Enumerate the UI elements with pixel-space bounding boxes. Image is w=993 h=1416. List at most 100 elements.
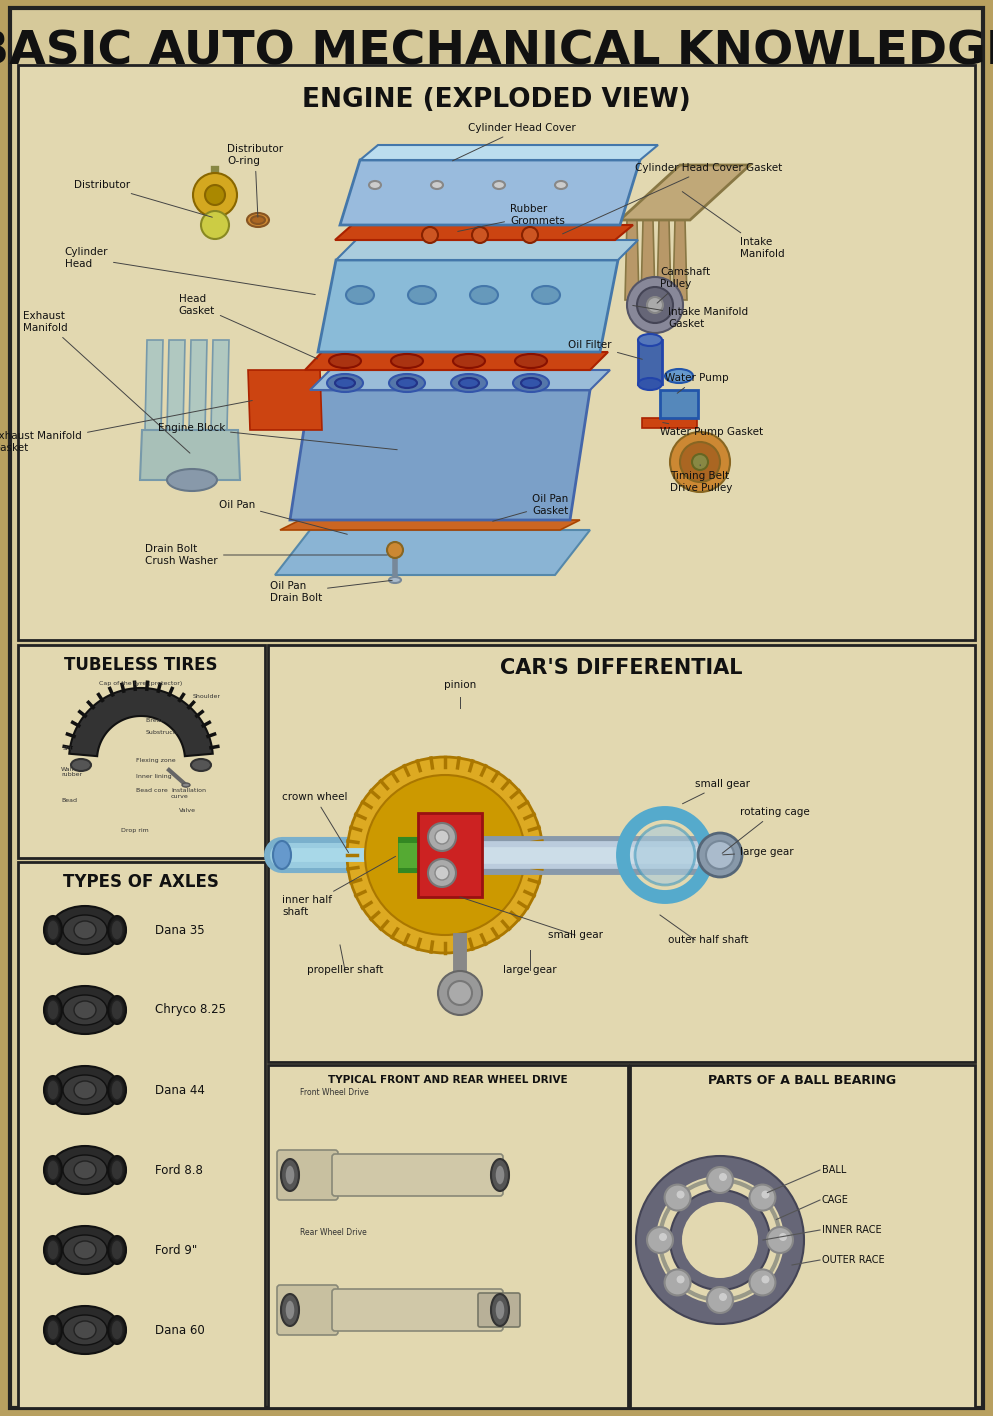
Ellipse shape: [50, 906, 120, 954]
Polygon shape: [305, 353, 608, 370]
Polygon shape: [189, 340, 207, 430]
Ellipse shape: [182, 783, 190, 787]
Text: Distributor
O-ring: Distributor O-ring: [227, 144, 283, 217]
Circle shape: [707, 1167, 733, 1194]
Circle shape: [522, 227, 538, 244]
Text: PARTS OF A BALL BEARING: PARTS OF A BALL BEARING: [708, 1073, 896, 1086]
Ellipse shape: [408, 286, 436, 304]
Circle shape: [635, 826, 695, 885]
Circle shape: [670, 1189, 770, 1290]
Text: Exhaust
Manifold: Exhaust Manifold: [24, 312, 190, 453]
Ellipse shape: [63, 995, 107, 1025]
Ellipse shape: [532, 286, 560, 304]
Ellipse shape: [108, 1236, 126, 1264]
Ellipse shape: [281, 1160, 299, 1191]
Ellipse shape: [44, 1155, 62, 1184]
Text: Drain Bolt
Crush Washer: Drain Bolt Crush Washer: [145, 544, 387, 566]
Polygon shape: [97, 716, 185, 756]
Ellipse shape: [74, 1080, 96, 1099]
Bar: [18, 646, 265, 858]
Circle shape: [627, 278, 683, 333]
Text: Drop rim: Drop rim: [121, 828, 149, 833]
Text: CAR'S DIFFERENTIAL: CAR'S DIFFERENTIAL: [499, 658, 742, 678]
Ellipse shape: [327, 374, 363, 392]
Ellipse shape: [74, 1321, 96, 1340]
Polygon shape: [336, 239, 638, 261]
Ellipse shape: [44, 1236, 62, 1264]
Polygon shape: [620, 166, 750, 219]
Circle shape: [750, 1269, 776, 1296]
Ellipse shape: [335, 378, 355, 388]
FancyBboxPatch shape: [478, 1293, 520, 1327]
Text: Exhaust Manifold
Gasket: Exhaust Manifold Gasket: [0, 401, 252, 453]
Polygon shape: [70, 688, 213, 756]
Text: Intake
Manifold: Intake Manifold: [682, 191, 784, 259]
Ellipse shape: [521, 378, 541, 388]
Ellipse shape: [111, 1160, 123, 1180]
FancyBboxPatch shape: [277, 1150, 338, 1199]
Circle shape: [664, 1185, 690, 1211]
Circle shape: [422, 227, 438, 244]
Ellipse shape: [108, 995, 126, 1024]
Text: BASIC AUTO MECHANICAL KNOWLEDGE: BASIC AUTO MECHANICAL KNOWLEDGE: [0, 30, 993, 75]
Text: TYPICAL FRONT AND REAR WHEEL DRIVE: TYPICAL FRONT AND REAR WHEEL DRIVE: [329, 1075, 568, 1085]
Ellipse shape: [431, 181, 443, 188]
Circle shape: [676, 1191, 684, 1198]
Ellipse shape: [74, 1161, 96, 1180]
Text: rotating cage: rotating cage: [722, 807, 809, 854]
Text: large gear: large gear: [503, 964, 557, 976]
Ellipse shape: [71, 759, 91, 770]
Text: Cylinder Head Cover Gasket: Cylinder Head Cover Gasket: [563, 163, 782, 234]
Circle shape: [347, 758, 543, 953]
Circle shape: [680, 442, 720, 481]
Circle shape: [387, 542, 403, 558]
FancyBboxPatch shape: [332, 1289, 503, 1331]
Ellipse shape: [397, 378, 417, 388]
Ellipse shape: [389, 576, 401, 583]
Ellipse shape: [369, 181, 381, 188]
Ellipse shape: [108, 1076, 126, 1104]
Circle shape: [670, 432, 730, 491]
Circle shape: [205, 185, 225, 205]
Text: Breaker strip: Breaker strip: [146, 718, 187, 724]
Bar: [418, 813, 482, 896]
FancyBboxPatch shape: [332, 1154, 503, 1197]
Text: Camshaft
Pulley: Camshaft Pulley: [657, 268, 710, 303]
Polygon shape: [673, 219, 687, 300]
Circle shape: [767, 1228, 793, 1253]
Ellipse shape: [74, 1240, 96, 1259]
Text: Cylinder Head Cover: Cylinder Head Cover: [453, 123, 576, 161]
Ellipse shape: [329, 354, 361, 368]
Ellipse shape: [459, 378, 479, 388]
Circle shape: [647, 1228, 673, 1253]
Ellipse shape: [47, 1240, 59, 1260]
Bar: [18, 862, 265, 1408]
Circle shape: [428, 860, 456, 886]
Ellipse shape: [47, 1080, 59, 1100]
Text: Water Pump Gasket: Water Pump Gasket: [660, 422, 764, 438]
Ellipse shape: [451, 374, 487, 392]
Ellipse shape: [44, 916, 62, 944]
Text: outer half shaft: outer half shaft: [667, 935, 748, 944]
Circle shape: [438, 971, 482, 1015]
Circle shape: [762, 1191, 770, 1198]
Text: Distributor: Distributor: [73, 180, 213, 217]
Circle shape: [365, 775, 525, 935]
Text: Skirting: Skirting: [63, 746, 87, 750]
Ellipse shape: [50, 1306, 120, 1354]
Ellipse shape: [111, 920, 123, 940]
Text: CAGE: CAGE: [822, 1195, 849, 1205]
Text: Dana 60: Dana 60: [155, 1324, 205, 1337]
Polygon shape: [657, 219, 671, 300]
Polygon shape: [335, 225, 633, 239]
Circle shape: [692, 455, 708, 470]
Ellipse shape: [111, 1320, 123, 1340]
Ellipse shape: [47, 920, 59, 940]
Bar: [660, 389, 698, 418]
Polygon shape: [140, 430, 240, 480]
Ellipse shape: [251, 217, 265, 224]
Bar: [268, 1065, 628, 1408]
Text: Flexing zone: Flexing zone: [136, 758, 176, 763]
Circle shape: [779, 1233, 787, 1240]
Circle shape: [647, 297, 663, 313]
